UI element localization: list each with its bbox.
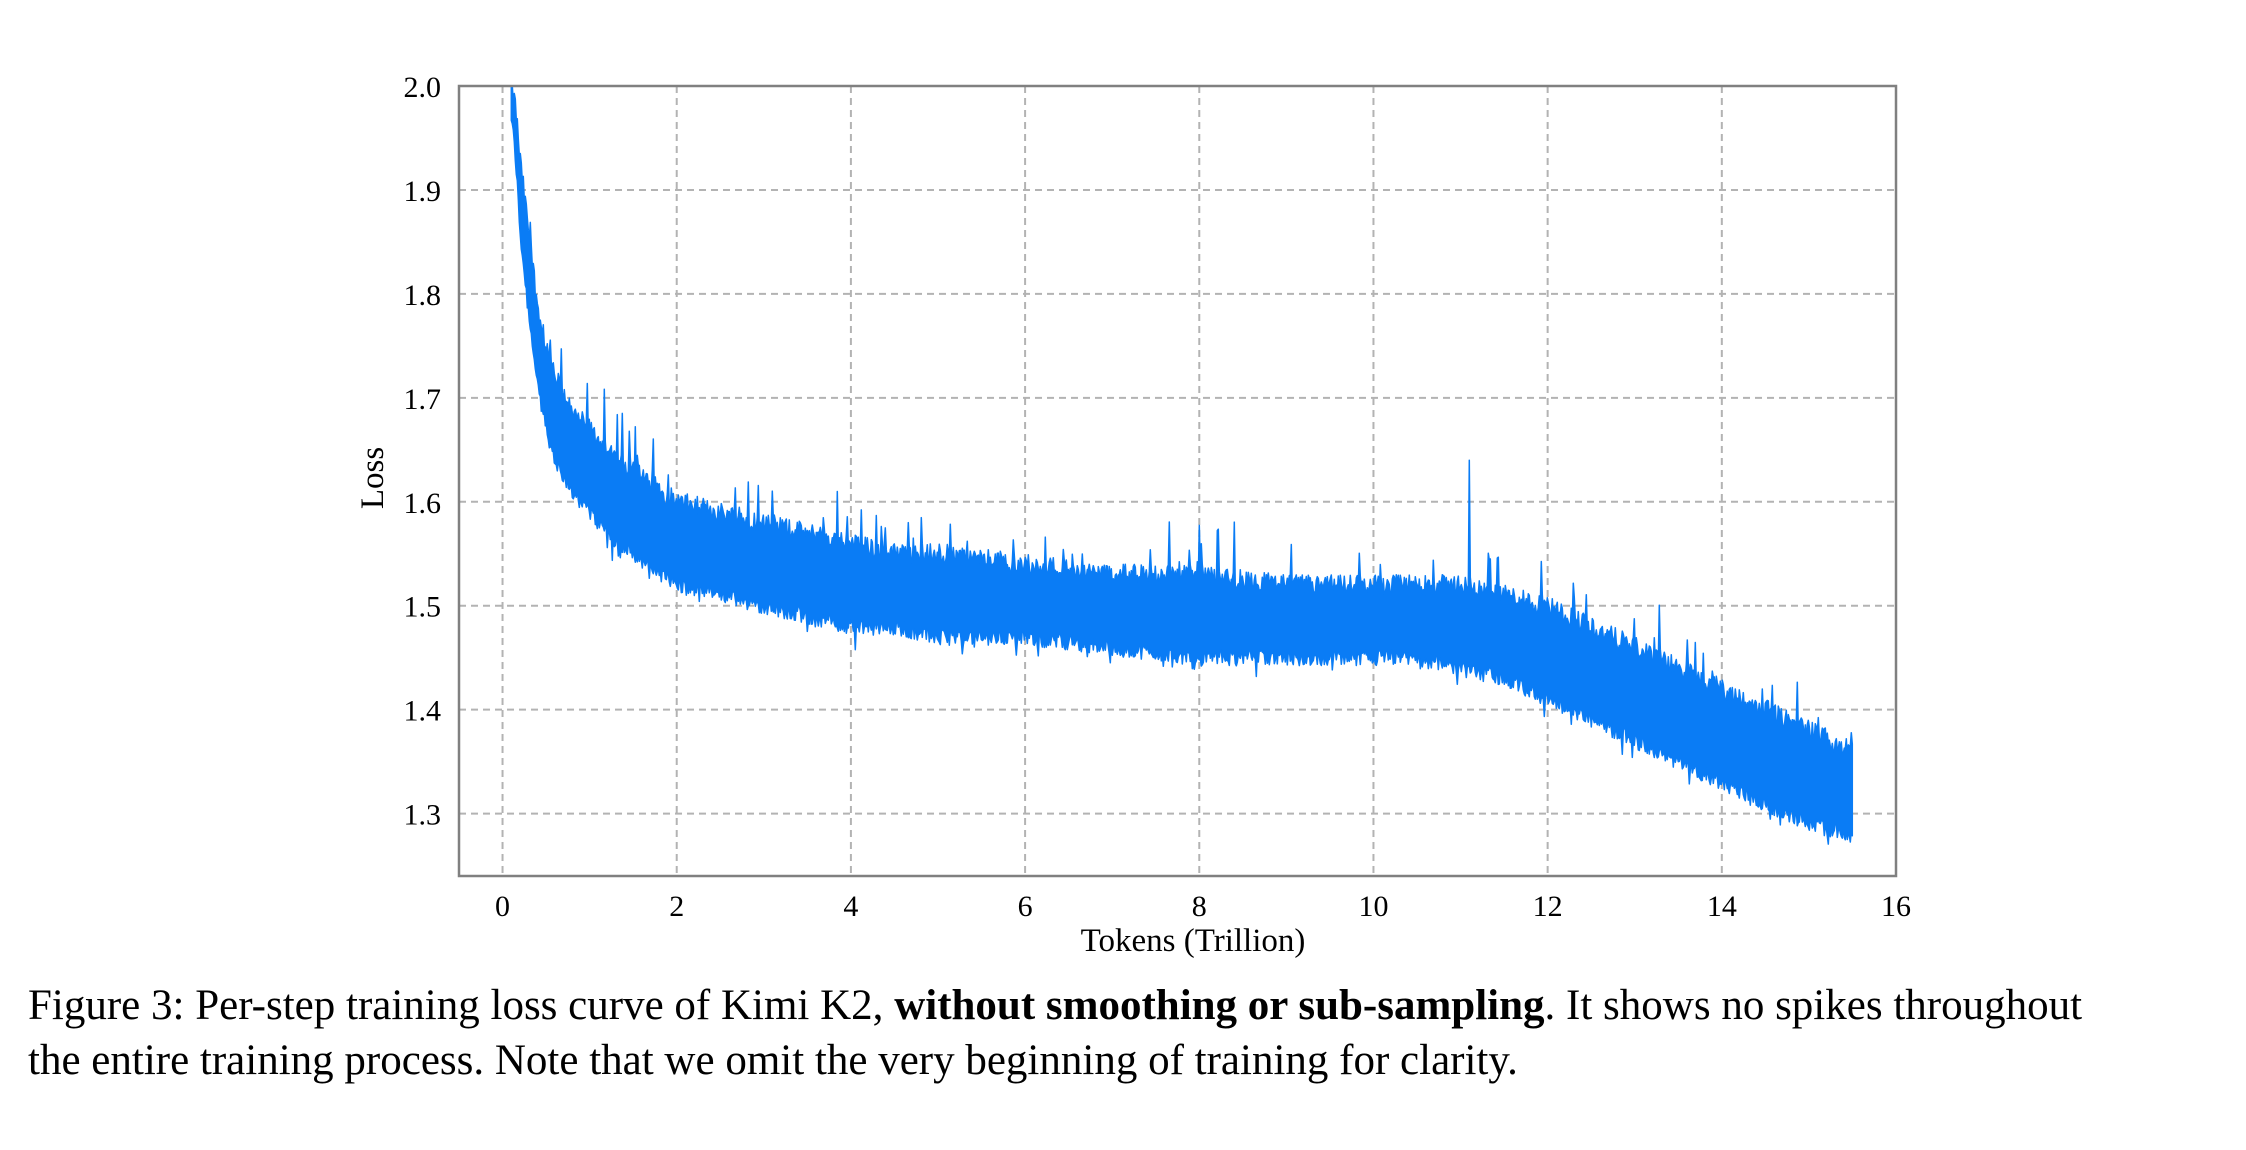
loss-chart: 0 2 4 6 8 10 12 14 16 1.3 1.4 1.5 1.6 1.7 1.8 1.9 2.0 T… <box>355 71 1911 959</box>
figure-caption: Figure 3: Per-step training loss curve o… <box>28 978 2243 1088</box>
x-tick-label: 16 <box>1881 890 1911 923</box>
x-tick-label: 8 <box>1192 890 1207 923</box>
caption-bold: without smoothing or sub-sampling <box>894 982 1545 1029</box>
x-tick-label: 14 <box>1707 890 1737 923</box>
y-tick-label: 1.8 <box>404 279 442 312</box>
y-tick-label: 1.9 <box>404 175 442 208</box>
y-tick-label: 1.6 <box>404 487 442 520</box>
y-axis-label: Loss <box>355 447 391 509</box>
caption-rest: . It shows no spikes throughout <box>1544 982 2083 1029</box>
x-tick-label: 12 <box>1533 890 1563 923</box>
x-tick-label: 2 <box>669 890 684 923</box>
caption-prefix: Figure 3: Per-step training loss curve o… <box>28 982 895 1029</box>
plot-frame <box>457 84 1898 878</box>
y-tick-label: 1.3 <box>404 799 442 832</box>
loss-series <box>510 85 1854 845</box>
y-tick-label: 1.7 <box>404 383 442 416</box>
x-axis-label: Tokens (Trillion) <box>1081 923 1306 959</box>
x-tick-label: 6 <box>1018 890 1033 923</box>
x-tick-label: 0 <box>495 890 510 923</box>
x-tick-label: 4 <box>843 890 858 923</box>
loss-band <box>510 85 1854 845</box>
x-tick-label: 10 <box>1358 890 1388 923</box>
y-tick-label: 1.4 <box>404 695 442 728</box>
y-tick-label: 1.5 <box>404 591 442 624</box>
caption-line-2: the entire training process. Note that w… <box>28 1037 1518 1084</box>
x-tick-labels: 0 2 4 6 8 10 12 14 16 <box>495 890 1911 923</box>
y-tick-labels: 1.3 1.4 1.5 1.6 1.7 1.8 1.9 2.0 <box>404 71 442 832</box>
caption-line-1: Figure 3: Per-step training loss curve o… <box>28 978 2243 1033</box>
y-tick-label: 2.0 <box>404 71 442 104</box>
